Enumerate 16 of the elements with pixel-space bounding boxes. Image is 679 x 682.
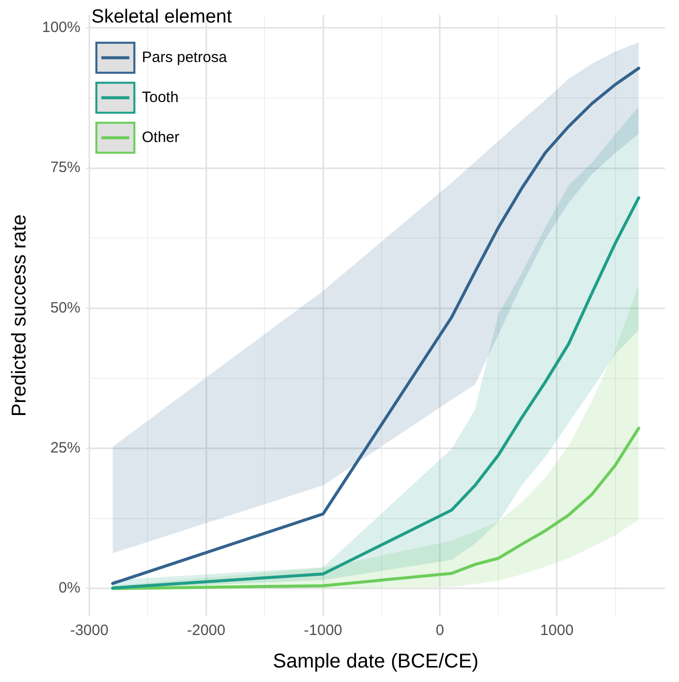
x-tick-label: 1000 — [540, 622, 574, 640]
legend-label: Tooth — [142, 88, 179, 106]
y-tick-label: 75% — [50, 159, 80, 176]
legend-label: Other — [142, 128, 180, 146]
x-tick-label: 0 — [436, 622, 444, 640]
y-tick-label: 50% — [50, 299, 80, 316]
legend-label: Pars petrosa — [142, 48, 228, 66]
y-tick-label: 25% — [50, 440, 80, 457]
x-tick-label: -1000 — [304, 622, 342, 640]
x-axis-title: Sample date (BCE/CE) — [272, 650, 478, 673]
y-tick-label: 0% — [58, 580, 80, 597]
y-axis-title: Predicted success rate — [8, 214, 31, 417]
y-tick-label: 100% — [42, 19, 80, 36]
legend-title: Skeletal element — [91, 6, 233, 28]
x-tick-label: -2000 — [186, 622, 226, 640]
x-tick-label: -3000 — [70, 622, 108, 640]
